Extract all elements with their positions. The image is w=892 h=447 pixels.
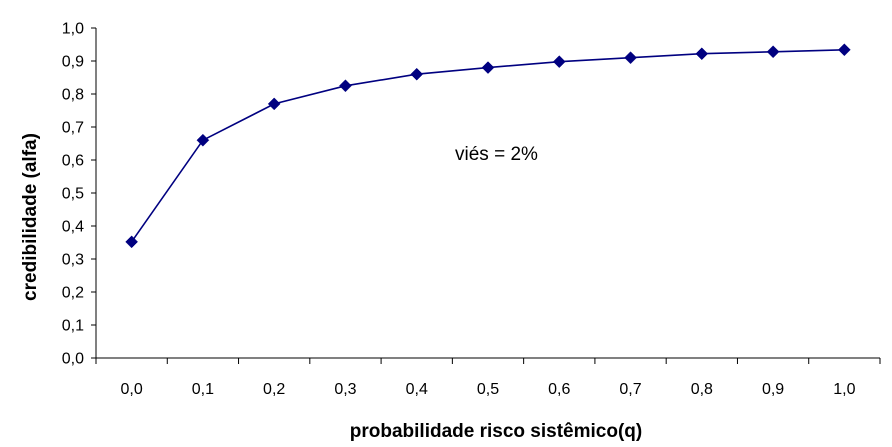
data-point-marker [339,79,352,93]
x-tick-label: 0,6 [548,381,570,398]
data-point-marker [267,97,281,111]
y-axis-ticks: 0,0 0,1 0,2 0,3 0,4 0,5 0,6 0,7 0,8 0,9 1,0 [62,21,96,368]
data-point-marker [695,47,709,61]
x-tick-label: 1,0 [833,381,855,398]
x-tick-label: 0,3 [334,381,356,398]
y-tick-label: 0,0 [62,351,84,368]
series-group [125,43,851,249]
x-tick-label: 0,7 [619,381,641,398]
x-axis-ticks: 0,0 0,1 0,2 0,3 0,4 0,5 0,6 0,7 0,8 0,9 1,0 [95,358,881,398]
y-tick-label: 0,9 [62,54,84,71]
y-tick-label: 0,1 [62,318,84,335]
y-tick-label: 0,3 [62,252,84,269]
data-point-marker [838,43,851,57]
y-tick-label: 1,0 [62,21,84,38]
y-tick-label: 0,8 [62,87,84,104]
x-tick-label: 0,4 [406,381,428,398]
y-tick-label: 0,4 [62,219,84,236]
x-tick-label: 0,0 [121,381,143,398]
y-tick-label: 0,2 [62,285,84,302]
data-point-marker [552,55,566,69]
x-tick-label: 0,5 [477,381,499,398]
data-point-marker [624,51,637,65]
x-axis-title: probabilidade risco sistêmico(q) [350,421,642,442]
y-tick-label: 0,7 [62,120,84,137]
x-tick-label: 0,1 [192,381,214,398]
data-point-marker [481,61,495,74]
axes [95,28,880,359]
data-point-marker [766,45,780,59]
y-tick-label: 0,5 [62,186,84,203]
x-tick-label: 0,9 [762,381,784,398]
data-point-marker [196,133,210,147]
y-tick-label: 0,6 [62,153,84,170]
data-point-marker [410,67,424,81]
annotation-label: viés = 2% [455,144,538,165]
x-tick-label: 0,2 [263,381,285,398]
x-tick-label: 0,8 [691,381,713,398]
data-point-marker [125,235,138,249]
y-axis-title: credibilidade (alfa) [20,133,41,301]
